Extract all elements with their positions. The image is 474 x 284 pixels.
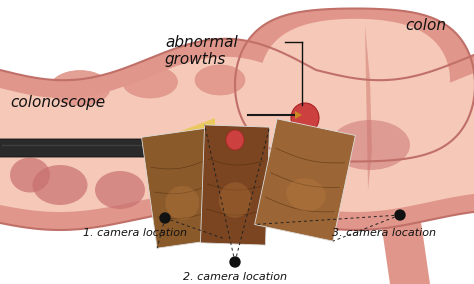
Ellipse shape [195,65,245,95]
Ellipse shape [165,186,199,220]
Text: 2. camera location: 2. camera location [183,272,287,282]
Ellipse shape [219,182,251,218]
Ellipse shape [291,103,319,133]
Circle shape [395,210,405,220]
Polygon shape [260,19,450,141]
Polygon shape [0,39,474,230]
Ellipse shape [10,158,50,193]
Text: colon: colon [405,18,446,33]
Ellipse shape [122,66,177,98]
Polygon shape [235,9,474,162]
Ellipse shape [50,70,110,105]
Polygon shape [365,25,372,190]
Circle shape [230,257,240,267]
Ellipse shape [163,170,208,206]
Polygon shape [142,128,225,248]
Ellipse shape [330,120,410,170]
Text: colonoscope: colonoscope [10,95,105,110]
Polygon shape [201,125,270,245]
Text: 3. camera location: 3. camera location [332,228,436,238]
Text: 1. camera location: 1. camera location [83,228,187,238]
Polygon shape [0,57,474,212]
Polygon shape [155,118,215,178]
Text: abnormal
growths: abnormal growths [165,35,238,67]
Polygon shape [295,111,302,119]
Ellipse shape [297,129,313,141]
Ellipse shape [226,130,244,150]
FancyBboxPatch shape [0,139,157,157]
Ellipse shape [286,178,326,211]
Ellipse shape [95,171,145,209]
Circle shape [160,213,170,223]
Ellipse shape [33,165,88,205]
Polygon shape [380,215,430,284]
Polygon shape [255,119,356,241]
